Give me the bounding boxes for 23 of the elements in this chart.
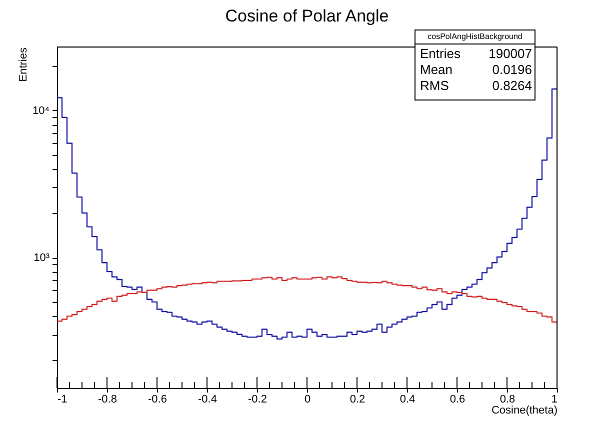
x-tick-label: 1 bbox=[551, 394, 558, 406]
annotation: RMS bbox=[420, 78, 450, 93]
y-tick-label: 10⁴ bbox=[32, 104, 50, 117]
x-tick-label: -0.4 bbox=[198, 394, 217, 406]
x-tick-label: 0.2 bbox=[350, 394, 366, 406]
annotation: 0.0196 bbox=[492, 62, 532, 77]
annotation: 0.8264 bbox=[492, 78, 532, 93]
x-tick-label: 0 bbox=[304, 394, 311, 406]
y-axis-title: Entries bbox=[18, 47, 30, 82]
x-tick-label: 0.6 bbox=[450, 394, 466, 406]
x-tick-label: 0.4 bbox=[400, 394, 416, 406]
text: cosPolAngHistBackground bbox=[428, 32, 522, 41]
x-tick-label: -0.8 bbox=[98, 394, 117, 406]
y-tick-label: 10³ bbox=[34, 252, 50, 264]
x-tick-label: -1 bbox=[58, 394, 68, 406]
annotation: 190007 bbox=[488, 46, 532, 61]
x-tick-label: -0.6 bbox=[148, 394, 167, 406]
x-axis-title: Cosine(theta) bbox=[491, 404, 558, 416]
x-tick-label: -0.2 bbox=[248, 394, 267, 406]
annotation: Mean bbox=[420, 62, 453, 77]
x-tick-label: 0.8 bbox=[500, 394, 516, 406]
chart-title: Cosine of Polar Angle bbox=[225, 6, 389, 26]
annotation: Entries bbox=[420, 46, 461, 61]
